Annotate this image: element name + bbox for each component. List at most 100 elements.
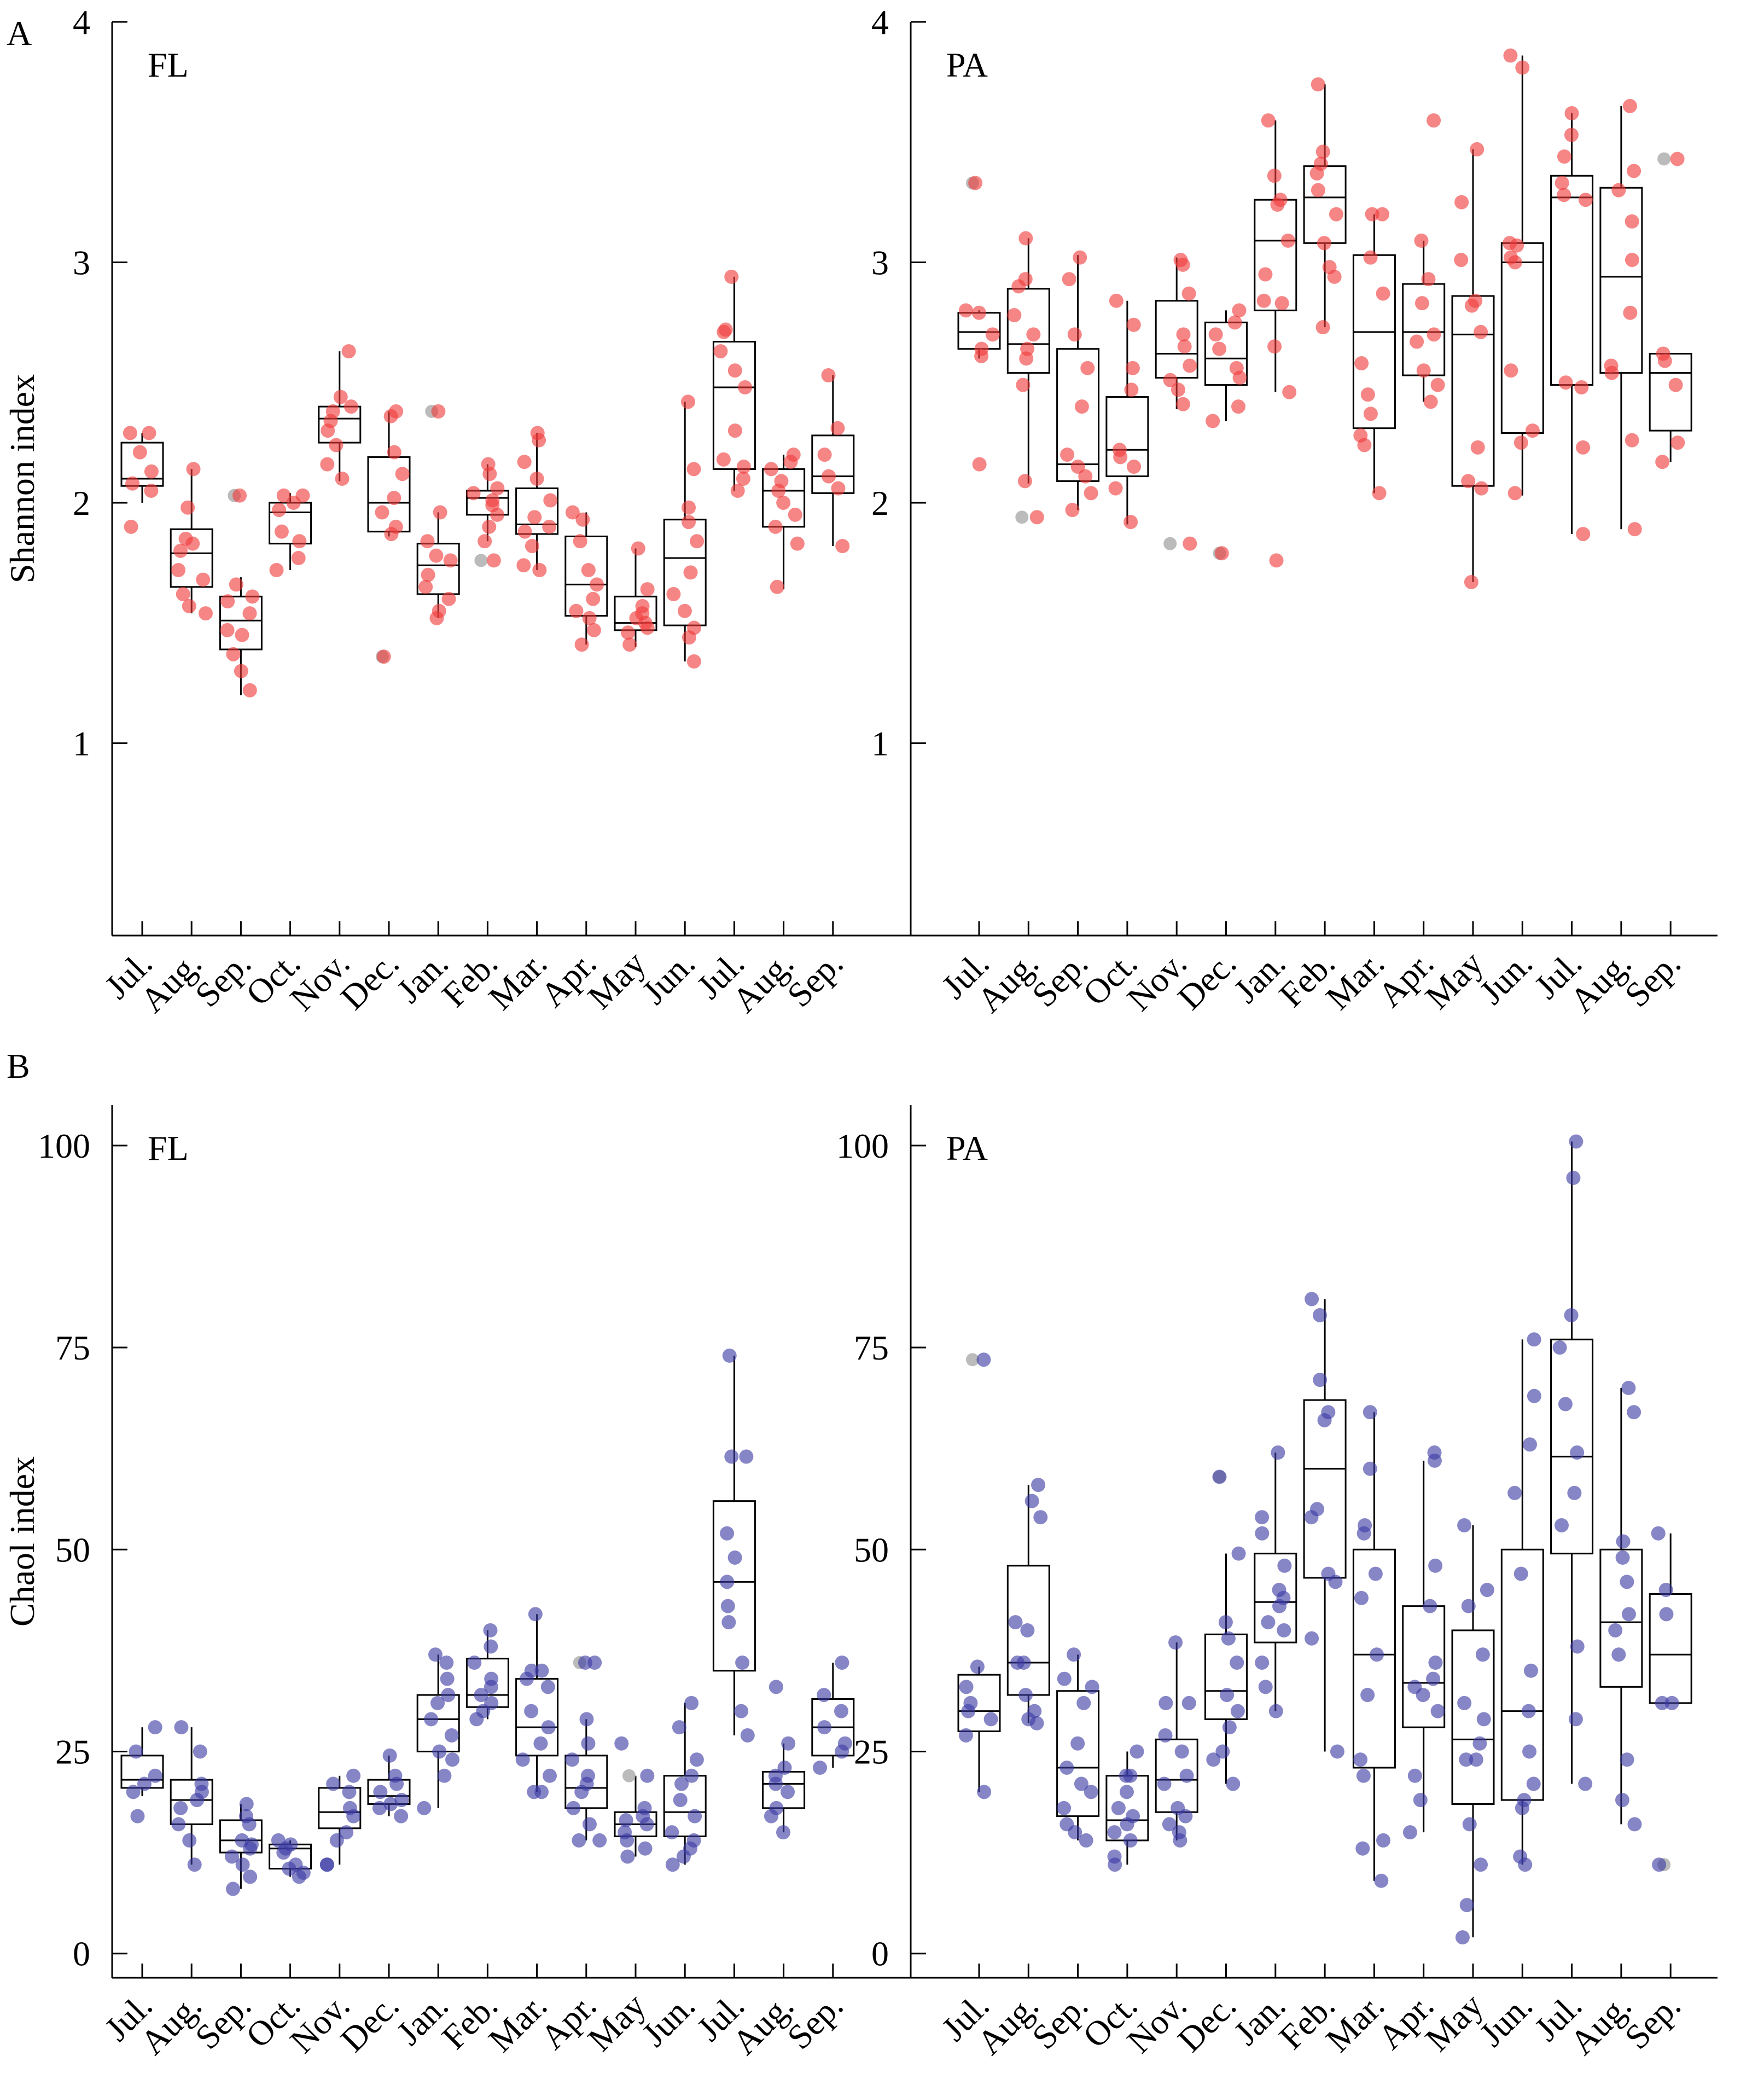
data-point [329, 438, 344, 452]
data-point [575, 512, 590, 527]
data-point [144, 464, 159, 479]
data-point [483, 1623, 498, 1637]
data-point [1311, 77, 1325, 92]
data-point [1315, 320, 1330, 335]
data-point [581, 563, 596, 577]
box-iqr [515, 487, 559, 535]
data-point [1067, 327, 1082, 342]
data-point [1124, 382, 1139, 397]
data-point [1615, 1793, 1629, 1808]
data-point [586, 591, 601, 606]
data-point [1655, 1695, 1669, 1710]
data-point [777, 1761, 792, 1775]
data-point [1576, 440, 1591, 455]
data-point [1171, 382, 1186, 397]
data-point [1084, 486, 1098, 501]
data-point [1123, 1768, 1138, 1783]
data-point [1454, 253, 1469, 268]
panel-title: PA [946, 45, 988, 84]
data-point [341, 344, 356, 359]
data-point [440, 1671, 455, 1686]
data-point [339, 1825, 354, 1840]
panel-tag: B [7, 1047, 30, 1085]
data-point [813, 1761, 828, 1775]
data-point [395, 467, 410, 481]
box-iqr [712, 341, 756, 470]
box-iqr [1649, 352, 1692, 432]
y-tick-label: 4 [871, 3, 889, 42]
outlier-point [1163, 537, 1177, 550]
data-point [1315, 144, 1330, 159]
data-point [431, 404, 446, 419]
data-point [387, 491, 401, 506]
data-point [769, 1680, 783, 1694]
data-point [1272, 1599, 1287, 1613]
data-point [1018, 231, 1033, 246]
data-point [722, 1348, 737, 1363]
data-point [1461, 474, 1476, 489]
data-point [132, 445, 147, 460]
data-point [1515, 1801, 1529, 1815]
data-point [1231, 1546, 1246, 1561]
data-point [582, 1817, 597, 1832]
data-point [1221, 1631, 1236, 1646]
data-point [1230, 1704, 1245, 1718]
data-point [1430, 377, 1445, 392]
data-point [1416, 363, 1431, 378]
data-point [1268, 1704, 1283, 1718]
data-point [1258, 1680, 1273, 1694]
data-point [1033, 1510, 1048, 1525]
outlier-point [966, 1353, 979, 1367]
data-point [176, 586, 190, 601]
data-point [1657, 353, 1672, 368]
data-point [173, 1801, 188, 1815]
data-point [1427, 327, 1441, 342]
data-point [375, 505, 389, 520]
data-point [959, 1680, 974, 1694]
data-point [1625, 433, 1639, 448]
data-point [433, 505, 447, 520]
y-tick-label: 0 [73, 1935, 90, 1973]
data-point [1177, 339, 1192, 354]
data-point [124, 519, 138, 534]
data-point [968, 176, 983, 190]
data-point [1168, 1635, 1183, 1650]
data-point [1029, 1716, 1044, 1730]
data-point [684, 1768, 699, 1783]
data-point [639, 1817, 654, 1832]
data-point [1513, 1566, 1528, 1581]
box [1303, 1299, 1347, 1752]
data-point [292, 534, 307, 549]
data-point [817, 448, 832, 462]
data-point [1627, 1405, 1641, 1420]
data-point [1113, 450, 1128, 464]
data-point [1658, 1583, 1673, 1598]
data-point [1363, 406, 1378, 421]
data-point [1227, 315, 1242, 330]
data-point [1564, 127, 1579, 142]
data-point [1127, 460, 1142, 474]
data-point [1623, 305, 1638, 320]
data-point [620, 1849, 635, 1864]
data-point [424, 1712, 439, 1727]
box-iqr [1451, 1629, 1495, 1805]
data-point [1368, 1566, 1383, 1581]
data-point [690, 534, 705, 549]
data-point [125, 476, 140, 491]
data-point [727, 423, 742, 438]
box [1550, 1141, 1594, 1784]
data-point [1277, 1623, 1291, 1637]
box [1204, 310, 1248, 421]
data-point [1670, 435, 1685, 450]
data-point [243, 1869, 258, 1884]
data-point [193, 1744, 207, 1759]
data-point [534, 1785, 549, 1799]
data-point [525, 539, 539, 554]
data-point [1062, 272, 1076, 287]
outlier-point [1015, 510, 1029, 524]
data-point [1627, 1817, 1642, 1832]
data-point [1107, 1825, 1122, 1840]
data-point [1108, 481, 1123, 496]
data-point [1018, 1688, 1033, 1703]
data-point [1183, 358, 1197, 373]
